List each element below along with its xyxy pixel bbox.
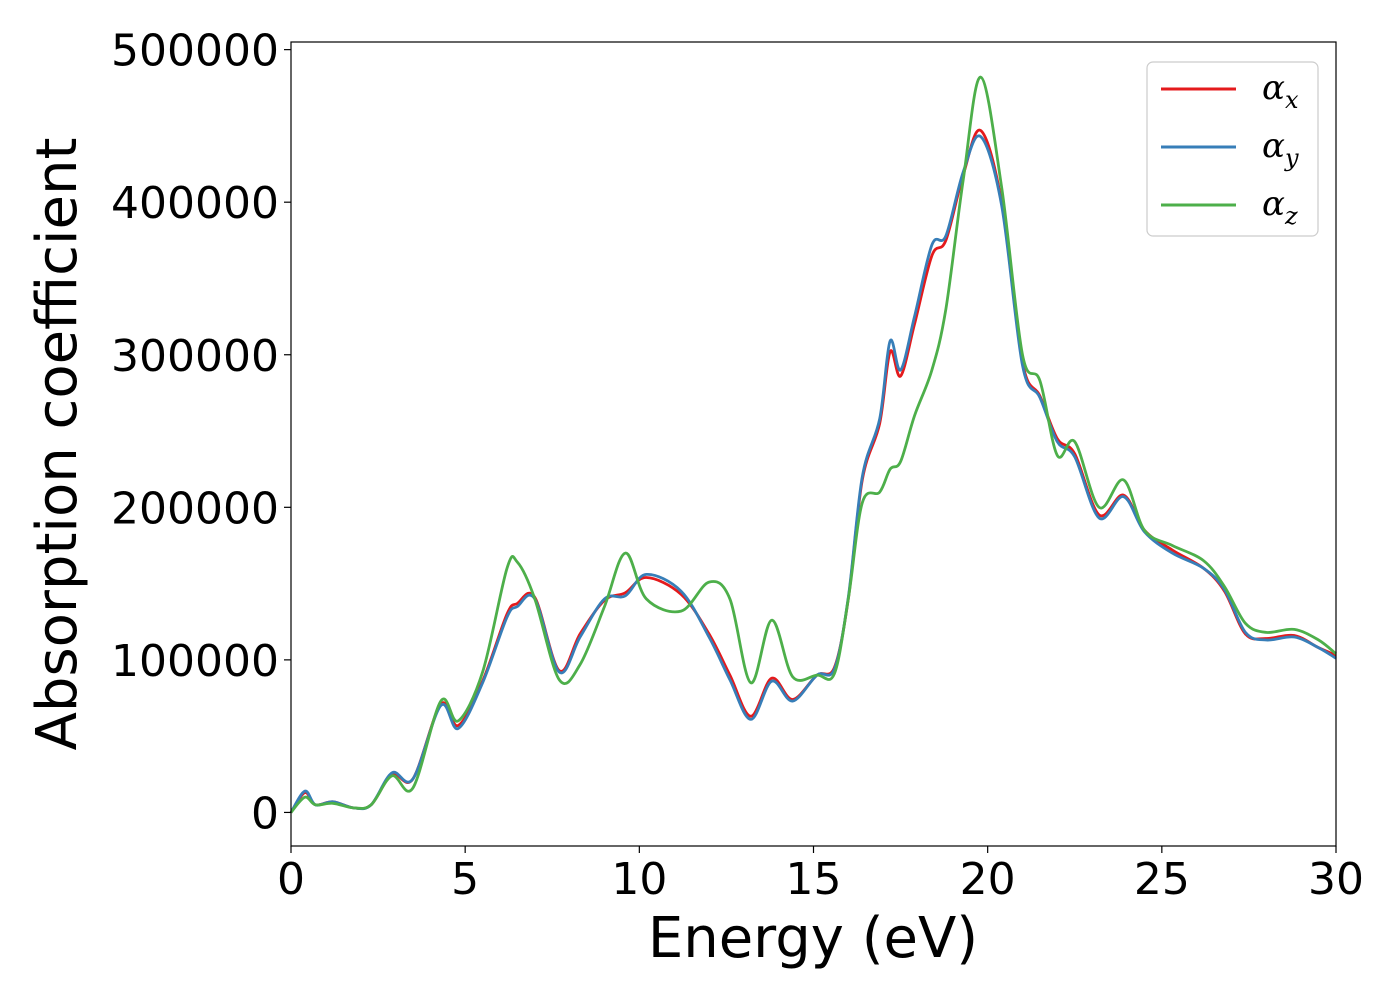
- series-layer: [289, 75, 1337, 814]
- x-tick-label: 5: [451, 854, 479, 905]
- x-tick-label: 30: [1308, 854, 1364, 905]
- series-line-y: [289, 134, 1337, 814]
- x-tick-label: 10: [611, 854, 667, 905]
- y-tick-label: 500000: [111, 26, 279, 77]
- y-axis: 0 100000 200000 300000 400000 500000: [111, 26, 291, 839]
- x-tick-label: 15: [786, 854, 842, 905]
- legend-label-y: αy: [1262, 126, 1299, 172]
- y-tick-label: 100000: [111, 636, 279, 687]
- x-tick-label: 25: [1134, 854, 1190, 905]
- legend-frame: [1146, 61, 1319, 237]
- x-tick-label: 20: [960, 854, 1016, 905]
- y-tick-label: 400000: [111, 178, 279, 229]
- y-tick-label: 0: [251, 788, 279, 839]
- legend-label-x: αx: [1262, 68, 1299, 114]
- x-tick-label: 0: [277, 854, 305, 905]
- series-line-z: [289, 75, 1337, 814]
- legend: αx αy αz: [1146, 61, 1319, 237]
- y-tick-label: 300000: [111, 331, 279, 382]
- y-tick-label: 200000: [111, 483, 279, 534]
- x-axis: 0 5 10 15 20 25 30: [277, 846, 1364, 905]
- x-axis-label: Energy (eV): [648, 906, 978, 971]
- legend-label-z: αz: [1262, 184, 1298, 230]
- y-axis-label: Absorption coefficient: [25, 138, 90, 751]
